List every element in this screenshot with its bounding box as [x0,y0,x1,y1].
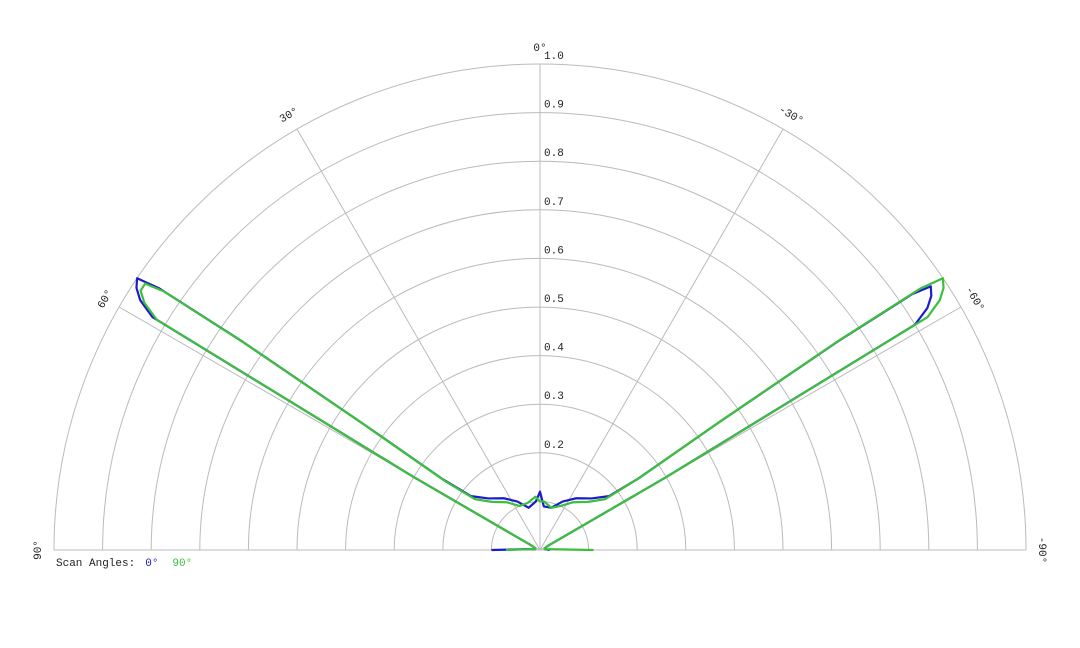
r-tick-label: 1.0 [544,51,564,63]
r-tick-label: 0.6 [544,245,564,257]
theta-tick-label: 30° [278,106,301,126]
theta-tick-label: -30° [776,104,805,128]
series-layer [135,277,945,552]
series-line [139,277,945,552]
r-tick-label: 0.5 [544,294,564,306]
theta-tick-label: 0° [533,43,546,55]
r-tick-label: 0.3 [544,391,564,403]
r-tick-label: 0.7 [544,197,564,209]
r-tick-label: 0.2 [544,440,564,452]
series-line [135,277,933,552]
theta-tick-label: 90° [33,540,45,560]
legend-entry: 0° [145,558,158,570]
theta-tick-label: -60° [962,285,986,314]
theta-tick-label: 60° [96,288,116,311]
r-tick-label: 0.4 [544,343,564,355]
theta-tick-label: -90° [1035,537,1047,563]
grid-spoke [296,128,541,551]
r-tick-label: 0.8 [544,148,564,160]
legend-entry: 90° [172,558,192,570]
grid-spoke [539,128,784,551]
grid-layer [53,63,1027,551]
legend-title: Scan Angles: [56,558,135,570]
label-layer: 0.2 0.3 0.4 0.5 0.6 0.7 0.8 0.9 1.0 90° 60° 30° 0° -3… [33,43,1047,570]
r-tick-label: 0.9 [544,100,564,112]
